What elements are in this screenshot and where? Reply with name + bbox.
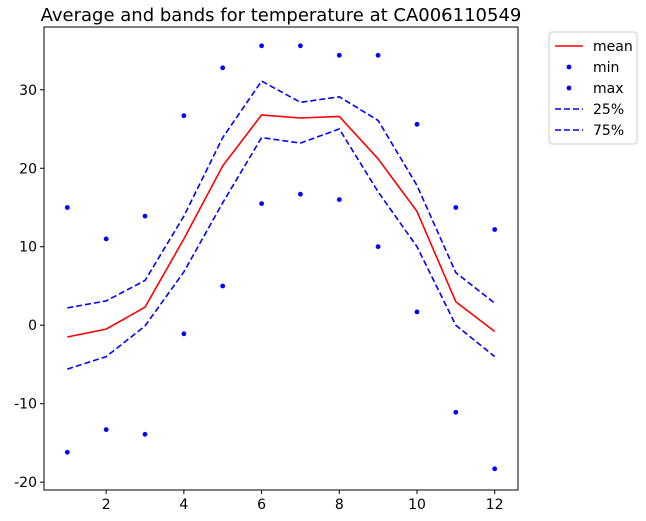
series-point-min: [220, 283, 226, 289]
series-point-min: [142, 431, 148, 437]
plot-frame: [43, 26, 519, 491]
series-point-max: [414, 121, 420, 127]
series-point-max: [181, 113, 187, 119]
x-tick-label: 8: [335, 497, 344, 513]
series-point-max: [298, 43, 303, 49]
x-tick-label: 6: [257, 497, 266, 513]
legend-label: min: [593, 60, 619, 76]
series-point-min: [375, 244, 381, 250]
series-point-min: [181, 331, 187, 337]
y-tick-label: -20: [14, 475, 37, 491]
series-point-max: [375, 52, 381, 58]
series-point-max: [142, 213, 148, 219]
series-line-75pct: [67, 80, 496, 309]
series-point-max: [453, 205, 459, 210]
y-tick-label: -10: [14, 397, 37, 413]
series-point-max: [336, 52, 342, 58]
series-point-min: [103, 427, 109, 432]
series-point-min: [453, 409, 459, 415]
series-line-25pct: [67, 128, 496, 370]
y-tick-label: 10: [19, 240, 37, 256]
series-point-min: [492, 466, 498, 472]
chart-title: Average and bands for temperature at CA0…: [41, 5, 522, 26]
legend: mean min max 25% 75%: [548, 31, 638, 145]
y-tick-label: 0: [28, 318, 37, 334]
legend-label: max: [593, 81, 624, 97]
series-point-min: [64, 449, 70, 455]
series-point-min: [336, 197, 342, 203]
legend-label: 25%: [593, 102, 624, 118]
y-tick-label: 30: [19, 83, 37, 99]
series-point-max: [64, 205, 70, 210]
x-tick-label: 12: [486, 497, 504, 513]
series-point-max: [492, 227, 498, 232]
x-tick-label: 2: [102, 497, 111, 513]
legend-label: mean: [593, 39, 633, 55]
legend-swatch-point: [566, 64, 572, 70]
series-point-min: [259, 201, 264, 207]
series-point-max: [259, 43, 264, 49]
legend-label: 75%: [593, 123, 624, 139]
legend-swatch-point: [566, 85, 572, 91]
series-line-mean: [67, 114, 496, 338]
y-tick-label: 20: [19, 161, 37, 177]
x-tick-label: 10: [408, 497, 426, 513]
legend-box: [548, 31, 638, 145]
series-point-max: [103, 236, 109, 242]
series-point-max: [220, 65, 226, 71]
series-point-min: [414, 309, 420, 315]
x-tick-label: 4: [179, 497, 188, 513]
series-point-min: [298, 191, 303, 197]
